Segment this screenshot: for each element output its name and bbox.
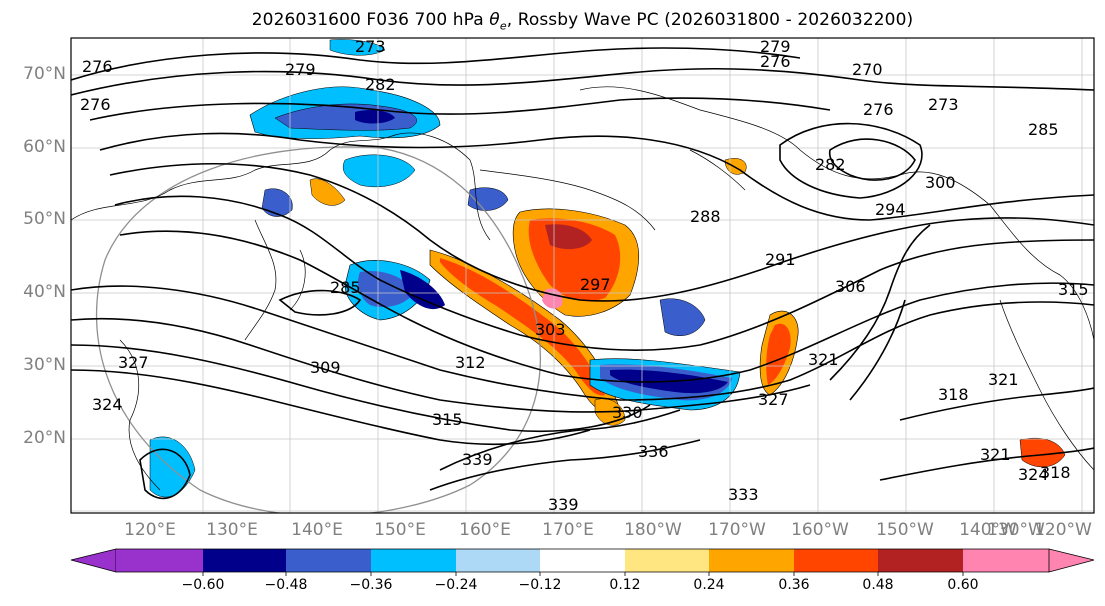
lat-label: 50°N [23,209,66,229]
colorbar-label: 0.36 [778,577,810,593]
colorbar-label: 0.12 [609,577,641,593]
lon-label: 170°E [542,520,594,540]
contour-label: 333 [728,485,759,504]
contour-label: 300 [925,173,956,192]
colorbar-label: 0.24 [693,577,725,593]
lat-label: 30°N [23,355,66,375]
contour-label: 276 [82,57,113,76]
lon-label: 160°E [459,520,511,540]
contour-label: 321 [980,445,1011,464]
lat-label: 60°N [23,137,66,157]
colorbar-label: 0.60 [947,577,979,593]
contour-label: 336 [638,442,669,461]
title-prefix: 2026031600 F036 700 hPa [251,10,490,30]
lon-label: 140°W [959,520,1017,540]
contour-label: 324 [92,395,123,414]
contour-label: 339 [462,450,493,469]
colorbar-swatch [116,549,203,572]
map-area: 273 279 276 279 282 276 270 276 273 285 … [71,37,1094,514]
colorbar-label: 0.48 [862,577,894,593]
contour-label: 291 [765,250,796,269]
colorbar-label: −0.60 [181,577,225,593]
colorbar-swatch [456,549,540,572]
colorbar-swatch [878,549,963,572]
contour-label: 288 [690,207,721,226]
contour-label: 273 [928,95,959,114]
lat-label: 20°N [23,428,66,448]
colorbar-extend-high [1048,548,1095,573]
colorbar-swatch [371,549,456,572]
colorbar-swatch [286,549,371,572]
lon-label: 180°W [624,520,682,540]
shaded-anomalies [149,39,1066,498]
colorbar [70,548,1095,576]
title-theta-sub: e [499,19,507,33]
lon-label: 130°E [206,520,258,540]
colorbar-label: −0.12 [518,577,562,593]
colorbar-extend-low [70,548,117,573]
contour-label: 270 [852,60,883,79]
filter-region-outline [95,146,542,513]
colorbar-label: −0.24 [434,577,478,593]
contour-label: 327 [118,353,149,372]
colorbar-swatch [709,549,794,572]
colorbar-swatch [794,549,878,572]
contour-label: 276 [863,100,894,119]
map-title: 2026031600 F036 700 hPa θe, Rossby Wave … [0,10,1105,32]
contour-label: 276 [80,95,111,114]
contour-label: 279 [285,60,316,79]
colorbar-label: −0.48 [264,577,308,593]
contour-label: 312 [455,353,486,372]
contour-label: 273 [355,37,386,56]
title-suffix: , Rossby Wave PC (2026031800 - 202603220… [506,10,914,30]
lon-label: 170°W [708,520,766,540]
contour-label: 315 [432,410,463,429]
theta-e-contours [71,47,1094,500]
contour-label: 327 [758,390,789,409]
contour-label: 306 [835,277,866,296]
colorbar-swatch [963,549,1049,572]
contour-label: 303 [535,320,566,339]
contour-label: 294 [875,200,906,219]
colorbar-swatch [540,549,625,572]
contour-label: 285 [330,278,361,297]
contour-label: 330 [612,403,643,422]
contour-label: 318 [938,385,969,404]
lon-label: 120°E [124,520,176,540]
graticule [71,38,1094,513]
lon-label: 120°W [1034,520,1092,540]
lon-label: 150°W [876,520,934,540]
colorbar-label: −0.36 [349,577,393,593]
coastlines [71,86,1094,491]
contour-label: 324 [1018,465,1049,484]
contour-label: 279 [760,37,791,56]
lon-label: 150°E [374,520,426,540]
lat-label: 40°N [23,282,66,302]
contour-label: 276 [760,52,791,71]
contour-label: 339 [548,495,579,514]
contour-label: 315 [1058,280,1089,299]
lat-label: 70°N [23,64,66,84]
colorbar-swatch [203,549,286,572]
colorbar-swatch [625,549,709,572]
map-frame [70,37,1095,514]
contour-labels: 273 279 276 279 282 276 270 276 273 285 … [80,37,1089,514]
contour-label: 318 [1040,463,1071,482]
title-theta: θ [489,10,500,30]
contour-label: 297 [580,275,611,294]
lon-label: 140°E [291,520,343,540]
contour-label: 285 [1028,120,1059,139]
contour-label: 282 [365,75,396,94]
contour-label: 321 [808,350,839,369]
contour-label: 309 [310,358,341,377]
lon-label: 160°W [791,520,849,540]
contour-label: 282 [815,155,846,174]
lon-label: 130°W [987,520,1045,540]
contour-label: 321 [988,370,1019,389]
